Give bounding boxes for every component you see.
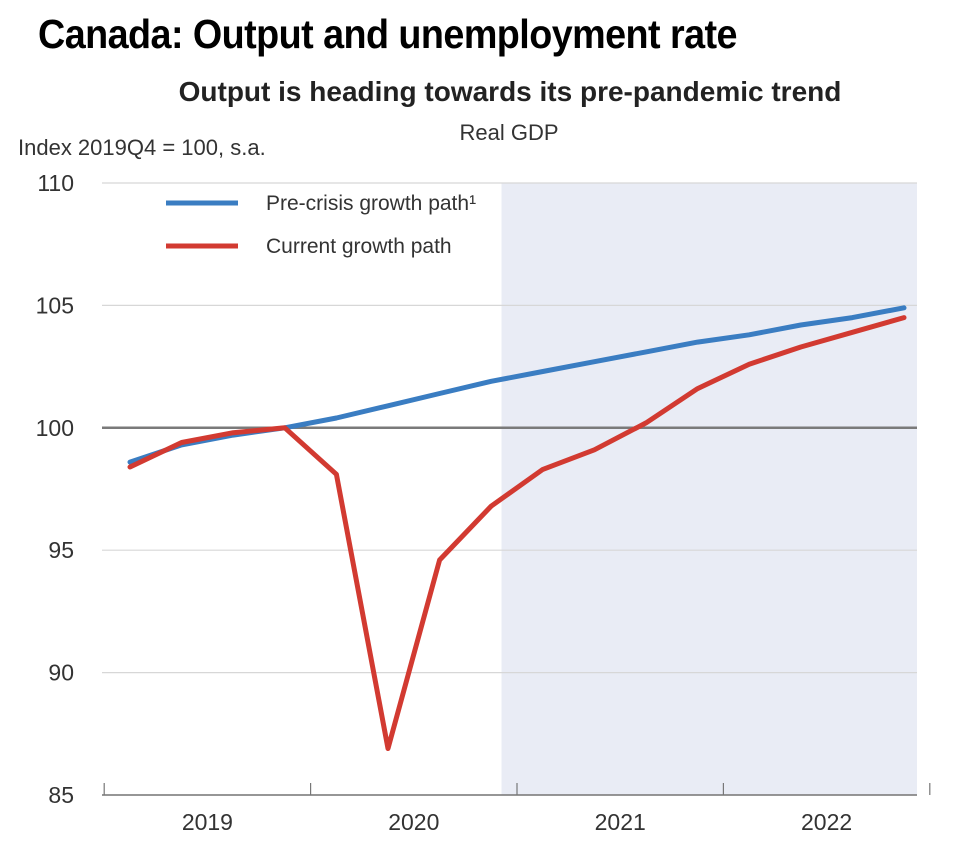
current-growth-path-line [127,315,907,751]
chart-subtitle-heading: Output is heading towards its pre-pandem… [179,76,842,107]
gridlines: 85 90 95 100 105 110 [36,170,917,808]
y-axis-label: Index 2019Q4 = 100, s.a. [18,135,266,160]
projection-shaded-area [501,183,917,795]
y-tick-label: 95 [48,537,74,563]
main-title: Canada: Output and unemployment rate [38,11,738,57]
y-tick-label: 85 [48,782,74,808]
legend: Pre-crisis growth path¹ Current growth pa… [166,192,476,258]
x-tick-label: 2020 [388,809,439,835]
legend-label-pre-crisis: Pre-crisis growth path¹ [266,192,476,215]
x-tick-label: 2021 [595,809,646,835]
y-tick-label: 100 [36,415,74,441]
series-lines [127,305,907,751]
y-tick-label: 105 [36,292,74,318]
x-tick-label: 2019 [182,809,233,835]
projection-shading-layer [501,183,917,795]
legend-label-current: Current growth path [266,235,452,258]
y-tick-label: 90 [48,660,74,686]
x-tick-label: 2022 [801,809,852,835]
series-measure-label: Real GDP [459,120,558,145]
y-tick-label: 110 [37,170,74,196]
x-axis: 2019 2020 2021 2022 [102,783,931,835]
